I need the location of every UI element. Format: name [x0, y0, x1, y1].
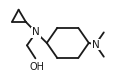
- Text: N: N: [32, 27, 40, 37]
- Text: N: N: [92, 40, 99, 50]
- Text: OH: OH: [29, 62, 44, 72]
